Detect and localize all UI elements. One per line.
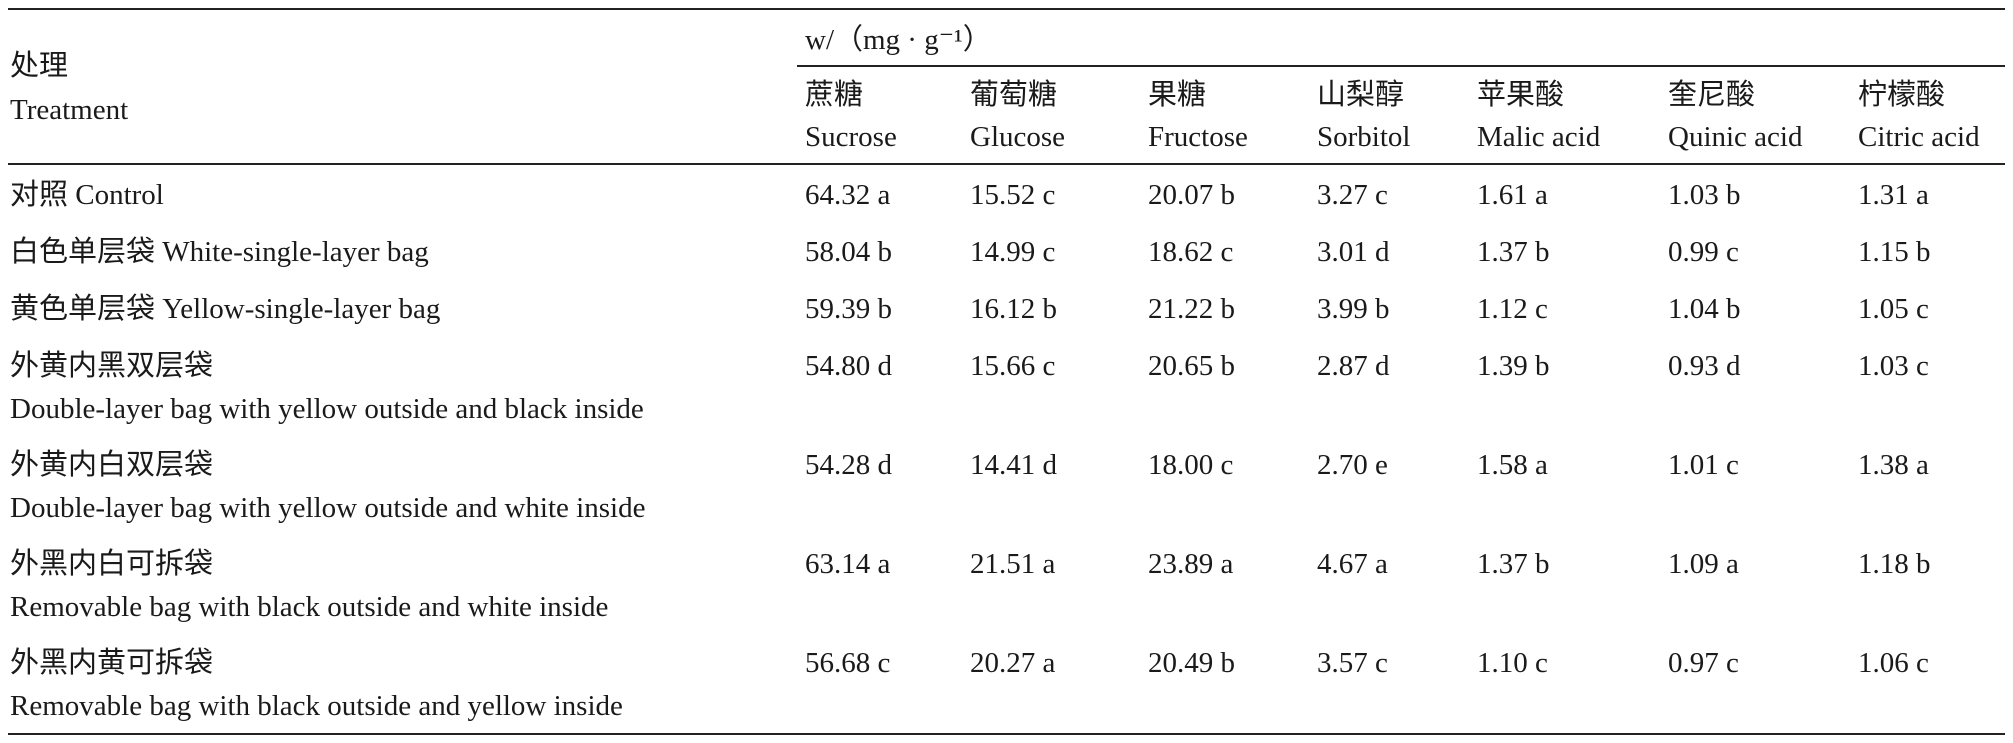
header-rule — [8, 163, 2005, 165]
value-cell: 63.14 a — [805, 548, 891, 580]
value-cell: 1.38 a — [1858, 449, 1929, 481]
value-cell: 4.67 a — [1317, 548, 1388, 580]
value-cell: 23.89 a — [1148, 548, 1234, 580]
value-cell: 3.01 d — [1317, 236, 1390, 268]
value-cell: 54.28 d — [805, 449, 892, 481]
value-cell: 3.99 b — [1317, 293, 1390, 325]
treatment-label-en: Double-layer bag with yellow outside and… — [10, 492, 646, 524]
treatment-header-zh: 处理 — [10, 50, 69, 82]
value-cell: 15.52 c — [970, 179, 1056, 211]
column-header-en: Sucrose — [805, 121, 897, 153]
column-header-en: Citric acid — [1858, 121, 1980, 153]
value-cell: 1.61 a — [1477, 179, 1548, 211]
value-cell: 1.06 c — [1858, 647, 1929, 679]
value-cell: 20.07 b — [1148, 179, 1235, 211]
value-cell: 54.80 d — [805, 350, 892, 382]
column-header-zh: 苹果酸 — [1477, 79, 1565, 111]
value-cell: 1.39 b — [1477, 350, 1550, 382]
treatment-label-en: Removable bag with black outside and whi… — [10, 591, 609, 623]
value-cell: 1.37 b — [1477, 236, 1550, 268]
treatment-label: 外黑内黄可拆袋 — [10, 647, 214, 679]
value-cell: 58.04 b — [805, 236, 892, 268]
value-cell: 1.15 b — [1858, 236, 1931, 268]
value-cell: 1.18 b — [1858, 548, 1931, 580]
value-cell: 14.99 c — [970, 236, 1056, 268]
bottom-rule — [8, 733, 2005, 735]
unit-header: w/（mg · g⁻¹） — [805, 24, 992, 56]
value-cell: 20.65 b — [1148, 350, 1235, 382]
value-cell: 21.51 a — [970, 548, 1056, 580]
column-header-en: Glucose — [970, 121, 1066, 153]
treatment-label: 外黄内黑双层袋 — [10, 350, 214, 382]
treatment-label-en: Double-layer bag with yellow outside and… — [10, 393, 644, 425]
value-cell: 56.68 c — [805, 647, 891, 679]
column-header-zh: 山梨醇 — [1317, 79, 1405, 111]
value-cell: 16.12 b — [970, 293, 1057, 325]
value-cell: 0.93 d — [1668, 350, 1741, 382]
column-header-en: Fructose — [1148, 121, 1248, 153]
column-header-zh: 奎尼酸 — [1668, 79, 1756, 111]
value-cell: 1.10 c — [1477, 647, 1548, 679]
value-cell: 20.27 a — [970, 647, 1056, 679]
value-cell: 59.39 b — [805, 293, 892, 325]
treatment-label: 白色单层袋 White-single-layer bag — [10, 236, 429, 268]
value-cell: 2.87 d — [1317, 350, 1390, 382]
top-rule — [8, 8, 2005, 10]
column-header-en: Sorbitol — [1317, 121, 1411, 153]
value-cell: 1.12 c — [1477, 293, 1548, 325]
column-header-zh: 蔗糖 — [805, 79, 864, 111]
value-cell: 18.00 c — [1148, 449, 1234, 481]
value-cell: 1.04 b — [1668, 293, 1741, 325]
value-cell: 1.01 c — [1668, 449, 1739, 481]
unit-rule — [797, 65, 2005, 67]
column-header-en: Quinic acid — [1668, 121, 1803, 153]
value-cell: 0.97 c — [1668, 647, 1739, 679]
value-cell: 1.09 a — [1668, 548, 1739, 580]
value-cell: 2.70 e — [1317, 449, 1388, 481]
value-cell: 0.99 c — [1668, 236, 1739, 268]
value-cell: 3.57 c — [1317, 647, 1388, 679]
value-cell: 1.31 a — [1858, 179, 1929, 211]
value-cell: 14.41 d — [970, 449, 1057, 481]
value-cell: 1.37 b — [1477, 548, 1550, 580]
value-cell: 15.66 c — [970, 350, 1056, 382]
value-cell: 3.27 c — [1317, 179, 1388, 211]
treatment-label: 外黄内白双层袋 — [10, 449, 214, 481]
treatment-label-en: Removable bag with black outside and yel… — [10, 690, 623, 722]
value-cell: 1.03 c — [1858, 350, 1929, 382]
value-cell: 21.22 b — [1148, 293, 1235, 325]
treatment-label: 对照 Control — [10, 179, 164, 211]
value-cell: 1.05 c — [1858, 293, 1929, 325]
treatment-label: 外黑内白可拆袋 — [10, 548, 214, 580]
column-header-zh: 果糖 — [1148, 79, 1207, 111]
treatment-header-en: Treatment — [10, 94, 129, 126]
column-header-zh: 葡萄糖 — [970, 79, 1058, 111]
value-cell: 20.49 b — [1148, 647, 1235, 679]
column-header-en: Malic acid — [1477, 121, 1601, 153]
value-cell: 1.58 a — [1477, 449, 1548, 481]
value-cell: 64.32 a — [805, 179, 891, 211]
value-cell: 1.03 b — [1668, 179, 1741, 211]
value-cell: 18.62 c — [1148, 236, 1234, 268]
column-header-zh: 柠檬酸 — [1858, 79, 1946, 111]
treatment-label: 黄色单层袋 Yellow-single-layer bag — [10, 293, 441, 325]
